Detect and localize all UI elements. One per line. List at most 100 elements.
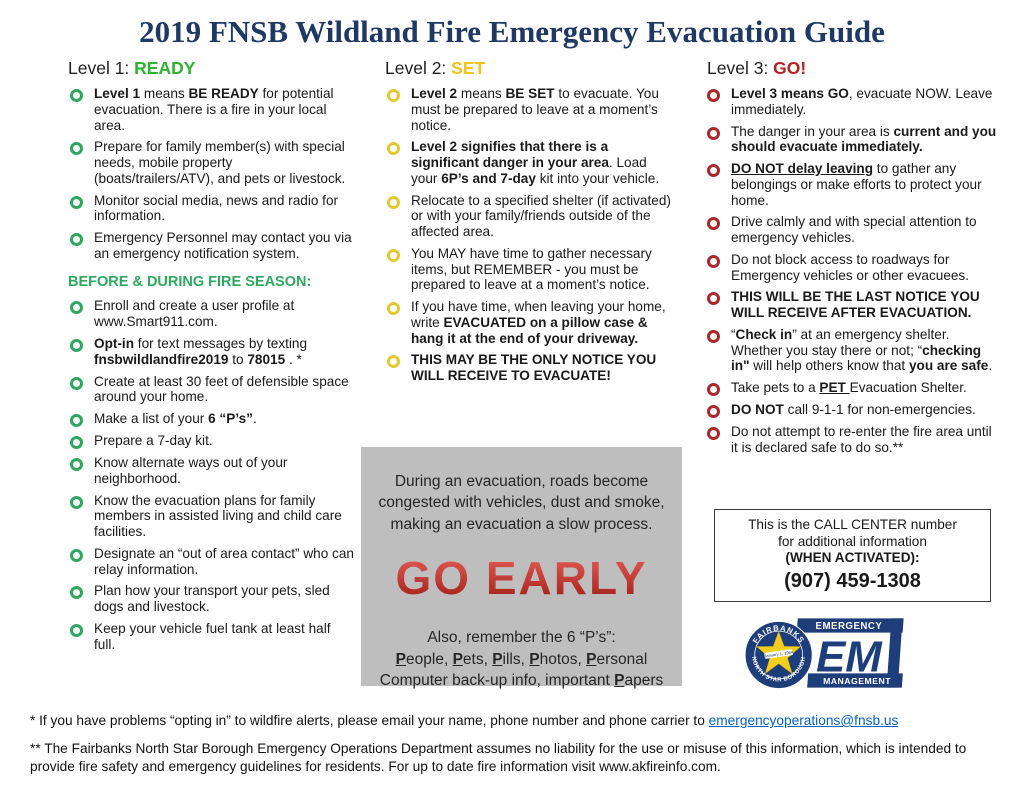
page-title: 2019 FNSB Wildland Fire Emergency Evacua… [139,14,885,49]
list-item: Do not attempt to re-enter the fire area… [705,424,997,456]
email-link[interactable]: emergencyoperations@fnsb.us [708,713,899,728]
text-run: 78015 [247,351,286,367]
list-item: Keep your vehicle fuel tank at least hal… [68,621,355,653]
level1-header: Level 1: READY [68,58,195,79]
text-run: means [457,86,506,101]
emergency-banner [796,618,904,633]
list-item: Designate an “out of area contact” who c… [68,546,355,578]
text-run: THIS WILL BE THE LAST NOTICE YOU WILL RE… [731,289,980,321]
bullet-icon [70,414,83,428]
bullet-icon [70,142,83,156]
text-run: THIS MAY BE THE ONLY NOTICE YOU WILL REC… [411,352,657,384]
level1-list: Level 1 means BE READY for potential eva… [68,86,355,262]
list-item: DO NOT call 9-1-1 for non-emergencies. [705,402,997,419]
six-ps-line: People, Pets, Pills, Photos, Personal Co… [380,651,663,689]
list-item: “Check in” at an emergency shelter. Whet… [705,327,997,374]
level2-column: Level 2 means BE SET to evacuate. You mu… [385,86,672,390]
list-item: Level 2 means BE SET to evacuate. You mu… [385,86,672,133]
text-run: for potential evacuation. There is a fir… [94,86,334,133]
list-item-text: THIS MAY BE THE ONLY NOTICE YOU WILL REC… [411,352,672,384]
text-run: P [586,650,597,668]
text-run: PET [819,380,850,396]
bullet-icon [387,142,400,156]
text-run: Prepare a 7-day kit. [94,433,213,449]
text-run: P [492,650,503,668]
text-run: to gather any belongings or make efforts… [731,161,982,208]
list-item-text: DO NOT call 9-1-1 for non-emergencies. [731,402,997,418]
text-run: call 9-1-1 for non-emergencies. [783,402,976,418]
list-item-text: Level 2 signifies that there is a signif… [411,139,672,186]
text-run: checking in" [731,342,982,374]
level1-header-keyword: READY [134,58,196,78]
text-run: will help others know that [749,358,909,374]
text-run: Relocate to a specified shelter (if acti… [411,192,671,240]
before-during-season-list: Enroll and create a user profile at www.… [68,298,355,652]
level2-header: Level 2: SET [385,58,485,79]
text-run: Level 2 [411,86,458,101]
list-item-text: Make a list of your 6 “P’s”. [94,411,355,427]
fnsb-emergency-management-logo: EMERGENCY MANAGEMENT EM FAIRBANKS NORTH … [741,614,909,696]
list-item: Emergency Personnel may contact you via … [68,230,355,262]
text-run: Do not block access to roadways for Emer… [731,251,970,283]
list-item: Opt-in for text messages by texting fnsb… [68,336,355,368]
list-item: Enroll and create a user profile at www.… [68,298,355,330]
text-run: EVACUATED on a pillow case & hang it at … [411,314,648,346]
bullet-icon [70,495,83,509]
text-run: , evacuate NOW. Leave immediately. [731,86,993,117]
text-run: Take pets to a [731,380,820,396]
svg-text:EMERGENCY: EMERGENCY [816,621,883,632]
list-item-text: Do not block access to roadways for Emer… [731,252,997,284]
bullet-icon [70,458,83,472]
bullet-icon [70,548,83,562]
level2-list: Level 2 means BE SET to evacuate. You mu… [385,86,672,384]
list-item: Do not block access to roadways for Emer… [705,252,997,284]
list-item-text: Drive calmly and with special attention … [731,214,997,246]
text-run: ersonal Computer back-up info, important [379,650,648,689]
bullet-icon [387,248,400,262]
text-run: Monitor social media, news and radio for… [94,192,339,224]
list-item-text: Emergency Personnel may contact you via … [94,230,355,262]
bullet-icon [707,427,720,441]
footnote-disclaimer: ** The Fairbanks North Star Borough Emer… [30,741,967,775]
text-run: P [395,650,407,668]
list-item: If you have time, when leaving your home… [385,299,672,346]
text-run: P [452,650,463,668]
level3-header: Level 3: GO! [707,58,806,79]
call-center-line1: This is the CALL CENTER number [748,517,957,532]
text-run: for text messages by texting [134,336,308,351]
list-item: Level 2 signifies that there is a signif… [385,139,672,186]
list-item-text: Designate an “out of area contact” who c… [94,546,355,578]
list-item: Monitor social media, news and radio for… [68,193,355,225]
text-run: If you have time, when leaving your home… [411,299,666,330]
list-item: THIS WILL BE THE LAST NOTICE YOU WILL RE… [705,289,997,321]
text-run: Opt-in [94,336,135,351]
bullet-icon [70,339,83,352]
level3-list: Level 3 means GO, evacuate NOW. Leave im… [705,86,997,456]
bullet-icon [387,355,400,369]
list-item-text: Know the evacuation plans for family mem… [94,493,355,540]
list-item-text: Know alternate ways out of your neighbor… [94,455,355,487]
text-run: hotos, [539,650,587,668]
bullet-icon [70,301,83,315]
list-item-text: Monitor social media, news and radio for… [94,193,355,225]
text-run: P [529,650,540,668]
text-run: Know alternate ways out of your neighbor… [94,455,288,486]
six-ps-intro-line: Also, remember the 6 “P’s”: [427,629,616,647]
list-item: Make a list of your 6 “P’s”. [68,411,355,428]
text-run: . [252,411,257,427]
call-center-line2: for additional information [778,533,927,549]
list-item: THIS MAY BE THE ONLY NOTICE YOU WILL REC… [385,352,672,384]
list-item: Know the evacuation plans for family mem… [68,493,355,540]
text-run: P [614,671,625,689]
text-run: Prepare for family member(s) with specia… [94,139,346,186]
six-ps-reminder: Also, remember the 6 “P’s”: People, Pets… [371,627,672,691]
list-item-text: Take pets to a PET Evacuation Shelter. [731,380,997,396]
bullet-icon [707,164,720,178]
text-run: ” at an emergency shelter. Whether you s… [731,326,950,358]
svg-text:MANAGEMENT: MANAGEMENT [823,676,891,686]
go-early-box: During an evacuation, roads become conge… [361,447,682,689]
bullet-icon [707,292,720,306]
bullet-icon [707,217,720,231]
text-run: Level 3 means GO [731,86,849,101]
text-run: to evacuate. You must be prepared to lea… [411,86,659,133]
